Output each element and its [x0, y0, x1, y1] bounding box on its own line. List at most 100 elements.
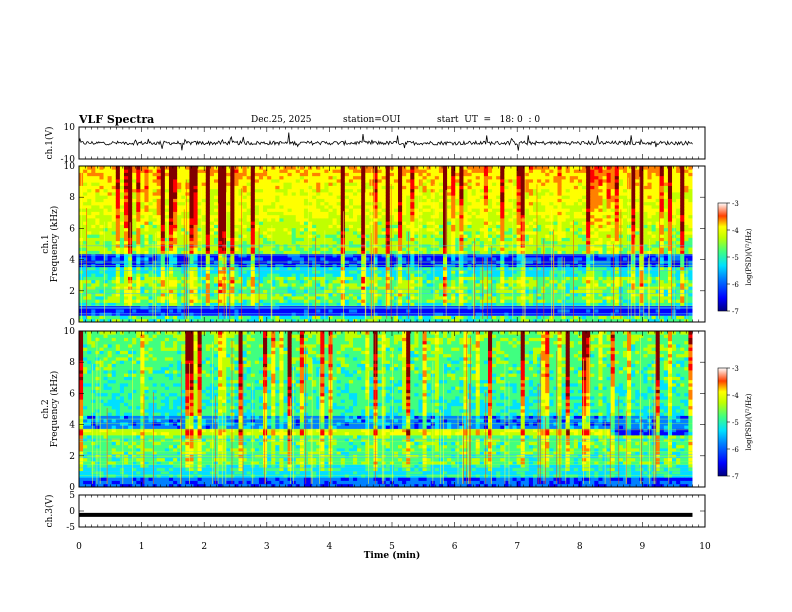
ch1-spectrogram-cell	[156, 237, 162, 242]
ch1-spectrogram-cell	[357, 240, 362, 245]
ch1-spectrogram-cell	[422, 195, 428, 199]
ch1-spectrogram-cell	[389, 240, 395, 245]
ch1-spectrogram-cell	[242, 221, 248, 225]
ch1-spectrogram-cell	[205, 283, 211, 287]
ch1-spectrogram-cell	[181, 224, 186, 229]
ch1-spectrogram-cell	[295, 309, 301, 313]
ch1-spectrogram-cell	[500, 182, 505, 186]
ch1-spectrogram-cell	[398, 296, 403, 300]
ch1-spectrogram-cell	[451, 276, 456, 281]
ch1-spectrogram-cell	[443, 182, 448, 186]
ch1-spectrogram-cell	[263, 309, 268, 313]
ch1-spectrogram-cell	[410, 247, 415, 251]
ch1-spectrogram-cell	[173, 234, 178, 238]
ch1-spectrogram-cell	[271, 172, 276, 177]
ch1-spectrogram-cell	[344, 169, 350, 173]
ch1-spectrogram-cell	[365, 266, 370, 271]
ch1-spectrogram-cell	[316, 179, 321, 183]
ch1-spectrogram-cell	[83, 182, 88, 186]
ch1-spectrogram-cell	[426, 198, 432, 203]
ch1-spectrogram-cell	[119, 211, 125, 216]
ch1-spectrogram-cell	[234, 237, 239, 242]
ch1-spectrogram-cell	[283, 214, 288, 219]
ch1-spectrogram-cell	[483, 231, 489, 235]
ch1-spectrogram-cell	[348, 166, 354, 170]
ch1-spectrogram-cell	[115, 318, 121, 323]
ch1-spectrogram-cell	[136, 257, 141, 261]
ch1-spectrogram-cell	[209, 250, 215, 255]
ch1-spectrogram-cell	[312, 279, 317, 284]
ch1-spectrogram-cell	[197, 218, 203, 222]
ch1-spectrogram-cell	[95, 279, 100, 284]
ch1-spectrogram-cell	[299, 201, 305, 206]
ch1-spectrogram-cell	[348, 283, 354, 287]
ch1-spectrogram-cell	[328, 179, 333, 183]
ch1-spectrogram-cell	[430, 273, 436, 277]
ch1-spectrogram-cell	[144, 302, 149, 307]
ch1-spectrogram-cell	[287, 231, 293, 235]
ch1-spectrogram-cell	[438, 247, 444, 251]
ch1-spectrogram-cell	[422, 296, 428, 300]
ch1-spectrogram-cell	[103, 266, 109, 271]
ch1-spectrogram-cell	[459, 250, 464, 255]
ch1-spectrogram-cell	[279, 276, 284, 281]
ch1-spectrogram-cell	[136, 286, 141, 290]
ch1-spectrogram-cell	[402, 172, 407, 177]
ch1-spectrogram-cell	[267, 185, 272, 190]
ch1-spectrogram-cell	[344, 289, 350, 294]
ch1-spectrogram-cell	[500, 266, 505, 271]
ch1-spectrogram-cell	[238, 296, 243, 300]
ch1-spectrogram-cell	[303, 231, 309, 235]
ch1-spectrogram-cell	[152, 257, 158, 261]
ch1-spectrogram-cell	[287, 205, 293, 209]
ch1-spectrogram-cell	[365, 182, 370, 186]
ch1-spectrogram-cell	[303, 214, 309, 219]
ch1-spectrogram-cell	[218, 257, 223, 261]
ch1-spectrogram-cell	[115, 182, 121, 186]
ch1-spectrogram-cell	[136, 315, 141, 320]
ch1-spectrogram-cell	[475, 211, 481, 216]
ch1-spectrogram-cell	[177, 172, 182, 177]
ch1-spectrogram-cell	[443, 224, 448, 229]
ch1-spectrogram-cell	[250, 234, 256, 238]
ch1-spectrogram-cell	[111, 166, 117, 170]
ch1-spectrogram-cell	[389, 302, 395, 307]
ch1-spectrogram-cell	[295, 250, 301, 255]
ch1-spectrogram-cell	[312, 250, 317, 255]
ch1-spectrogram-cell	[95, 208, 100, 212]
ch1-spectrogram-cell	[91, 250, 96, 255]
ch1-spectrogram-cell	[487, 289, 493, 294]
ch1-spectrogram-cell	[201, 283, 207, 287]
ch1-spectrogram-cell	[430, 231, 436, 235]
ch1-spectrogram-cell	[263, 299, 268, 303]
ch1-spectrogram-cell	[144, 247, 149, 251]
ch1-spectrogram-cell	[459, 257, 464, 261]
ch1-spectrogram-cell	[168, 227, 174, 232]
ch1-spectrogram-cell	[308, 292, 313, 297]
ch1-spectrogram-cell	[447, 192, 452, 196]
ch1-spectrogram-cell	[422, 172, 428, 177]
ch1-spectrogram-cell	[263, 270, 268, 274]
ch1-spectrogram-cell	[365, 172, 370, 177]
ch1-spectrogram-cell	[344, 276, 350, 281]
ch1-spectrogram-cell	[136, 198, 141, 203]
ch1-spectrogram-cell	[295, 237, 301, 242]
ch1-spectrogram-cell	[332, 231, 338, 235]
ch1-spectrogram-cell	[434, 289, 440, 294]
ch1-spectrogram-cell	[144, 240, 149, 245]
ch1-spectrogram-cell	[438, 221, 444, 225]
ch1-spectrogram-cell	[226, 192, 231, 196]
ch1-spectrogram-cell	[467, 240, 473, 245]
ch1-spectrogram-cell	[406, 201, 411, 206]
ch1-spectrogram-cell	[463, 318, 468, 323]
ch1-spectrogram-cell	[398, 221, 403, 225]
ch1-spectrogram-cell	[340, 296, 346, 300]
ch1-spectrogram-cell	[226, 211, 231, 216]
ch1-spectrogram-cell	[144, 312, 149, 316]
ch1-spectrogram-cell	[316, 257, 321, 261]
ch1-spectrogram-cell	[443, 201, 448, 206]
ch1-spectrogram-cell	[447, 179, 452, 183]
ch1-spectrogram-cell	[91, 198, 96, 203]
ch1-spectrogram-cell	[201, 270, 207, 274]
ch1-spectrogram-cell	[393, 302, 399, 307]
